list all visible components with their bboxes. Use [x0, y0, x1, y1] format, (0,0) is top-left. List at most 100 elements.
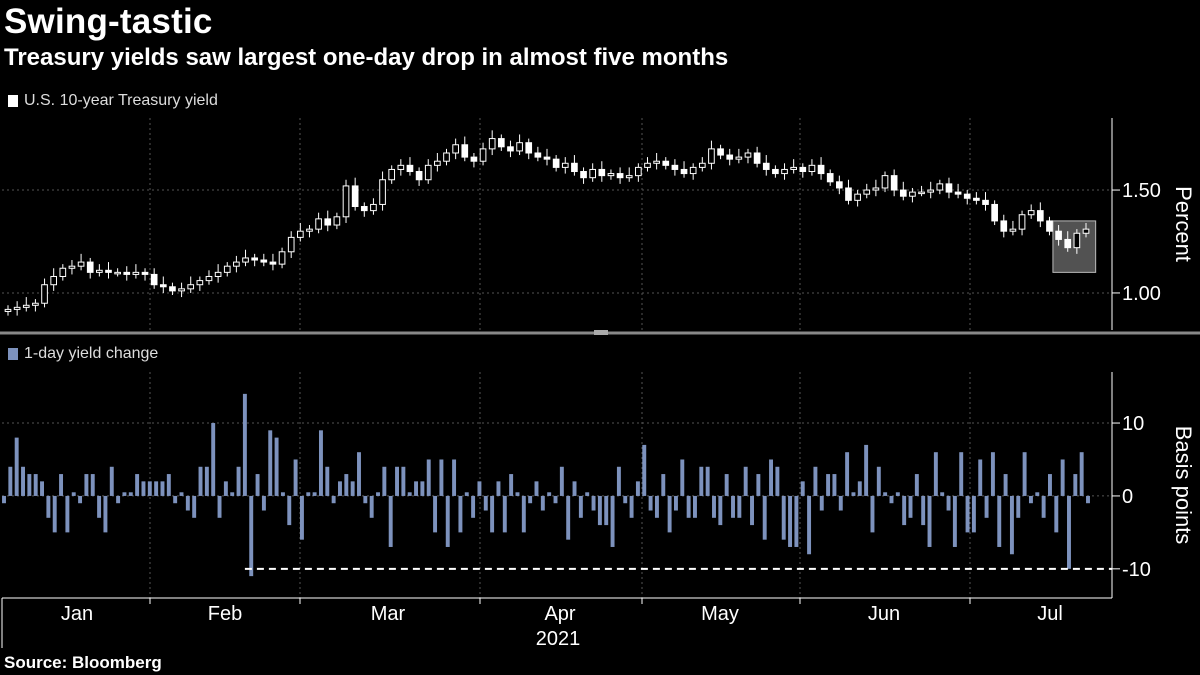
- bar: [712, 495, 716, 518]
- candle: [973, 197, 980, 201]
- bar: [927, 495, 932, 547]
- bar: [369, 495, 374, 518]
- bar: [147, 481, 152, 496]
- candle: [150, 273, 158, 286]
- candle: [114, 271, 121, 275]
- candle: [223, 265, 231, 273]
- candle: [644, 162, 651, 168]
- candle: [507, 146, 514, 152]
- bar: [217, 495, 222, 518]
- bar: [40, 481, 45, 496]
- bar: [629, 495, 634, 518]
- bar: [388, 495, 393, 547]
- bar: [769, 459, 774, 496]
- candle: [1046, 220, 1053, 232]
- bar: [693, 495, 697, 518]
- bar: [382, 466, 387, 496]
- candle: [96, 269, 103, 273]
- bar: [623, 495, 628, 504]
- bar: [452, 459, 457, 496]
- candle: [141, 271, 149, 275]
- bar: [756, 474, 761, 496]
- bar: [737, 495, 742, 518]
- legend-label-yield: U.S. 10-year Treasury yield: [24, 92, 218, 109]
- candle: [424, 164, 432, 181]
- bar: [832, 474, 837, 496]
- bar: [788, 495, 793, 547]
- candle: [991, 203, 998, 222]
- candle: [717, 148, 724, 156]
- bar: [204, 466, 209, 496]
- xtick-label: Apr: [544, 603, 575, 625]
- bar: [845, 452, 850, 496]
- grid-lines: [2, 118, 1112, 598]
- bar: [547, 492, 552, 496]
- bar: [242, 393, 247, 496]
- candle: [863, 189, 871, 195]
- bar: [813, 466, 818, 496]
- candle: [4, 308, 12, 312]
- candle: [534, 152, 542, 158]
- bar: [1079, 452, 1084, 496]
- bar: [826, 474, 831, 496]
- bar: [553, 495, 558, 504]
- candle: [854, 193, 861, 201]
- bar: [255, 474, 260, 496]
- candle: [370, 203, 377, 212]
- bar: [699, 466, 704, 496]
- candle: [406, 164, 414, 173]
- bar: [1054, 495, 1059, 533]
- bar: [1028, 495, 1033, 504]
- bar: [515, 492, 520, 496]
- candle: [881, 175, 889, 189]
- candle: [653, 160, 660, 164]
- candle: [635, 166, 642, 177]
- bar: [2, 495, 6, 504]
- bar: [680, 459, 685, 496]
- bar: [52, 495, 57, 533]
- bar: [978, 459, 983, 496]
- bar: [654, 495, 659, 518]
- bar: [420, 481, 425, 496]
- bar: [376, 492, 380, 496]
- bar: [559, 466, 564, 496]
- bar: [173, 495, 178, 504]
- candle: [571, 162, 578, 173]
- bar: [921, 495, 926, 526]
- candle: [497, 138, 505, 148]
- legend-swatch-change: [8, 348, 18, 360]
- bar: [933, 452, 938, 496]
- candle: [1073, 232, 1081, 249]
- candle: [1009, 228, 1017, 232]
- candle: [927, 189, 935, 193]
- bar: [851, 492, 856, 496]
- bar: [363, 495, 368, 504]
- bar: [325, 466, 330, 496]
- bar: [185, 495, 190, 511]
- bar: [401, 466, 406, 496]
- bar: [971, 495, 976, 533]
- candle: [561, 162, 569, 168]
- candle: [297, 230, 304, 238]
- bar: [724, 474, 729, 496]
- xtick-label: Jan: [61, 603, 93, 625]
- candle: [790, 166, 797, 170]
- candle: [726, 154, 734, 160]
- candle: [306, 228, 313, 232]
- bar: [521, 495, 526, 533]
- candle: [205, 275, 213, 282]
- yaxis-title-bottom: Basis points: [1171, 426, 1196, 545]
- ytick-label-bottom: 0: [1122, 486, 1133, 508]
- bar: [540, 495, 545, 511]
- candle: [461, 144, 469, 158]
- candle: [918, 191, 925, 195]
- candle: [41, 284, 48, 304]
- bar: [616, 466, 621, 496]
- candle: [351, 185, 359, 208]
- candle: [963, 193, 971, 199]
- bar: [103, 495, 108, 533]
- bar: [198, 466, 203, 496]
- chart-title: Swing-tastic: [4, 2, 213, 41]
- bar: [90, 474, 95, 496]
- bar: [166, 474, 171, 496]
